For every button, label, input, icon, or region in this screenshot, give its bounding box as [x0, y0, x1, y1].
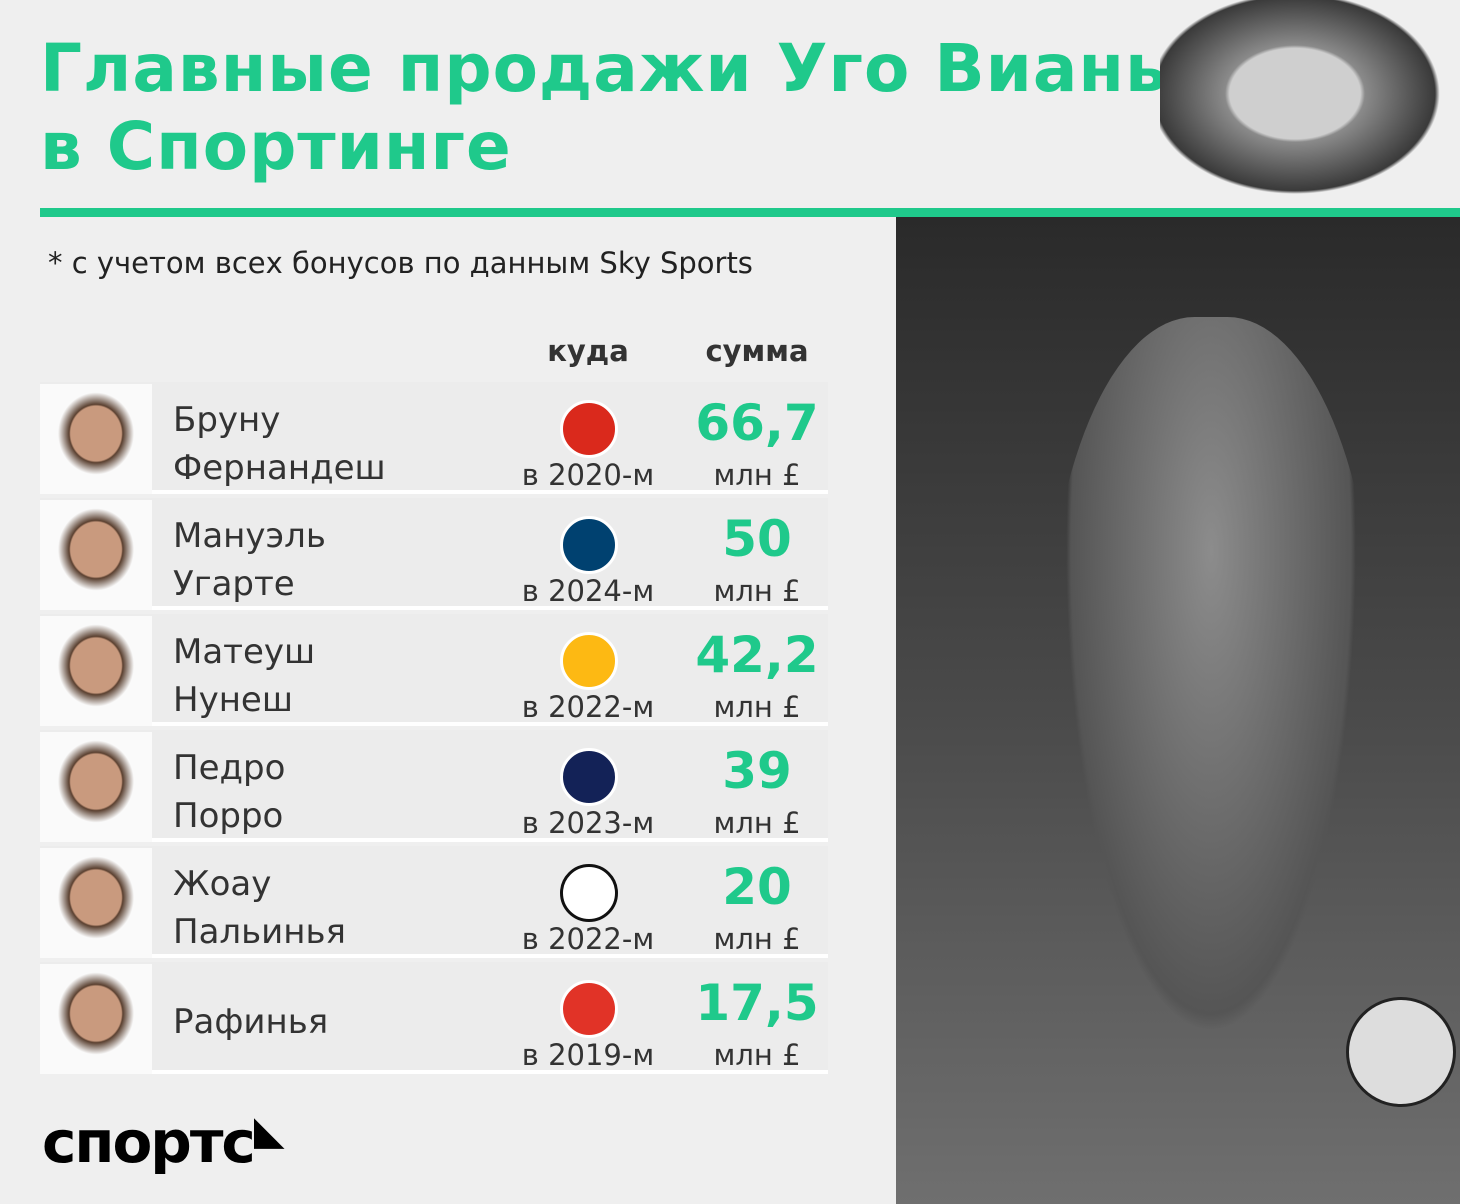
player-avatar	[40, 732, 152, 842]
amount-unit: млн £	[713, 1038, 801, 1072]
club-logo-icon	[560, 980, 618, 1038]
player-name: Педро Порро	[173, 748, 286, 836]
transfer-year: в 2022-м	[521, 690, 655, 724]
amount-unit: млн £	[713, 806, 801, 840]
transfer-amount: 17,5	[695, 974, 819, 1032]
table-row: Мануэль Угарте в 2024-м 50 млн £	[40, 498, 828, 610]
table-row: Матеуш Нунеш в 2022-м 42,2 млн £	[40, 614, 828, 726]
brand-logo: спортс◣	[42, 1108, 285, 1176]
club-logo-icon	[560, 748, 618, 806]
amount-unit: млн £	[713, 690, 801, 724]
player-avatar	[40, 384, 152, 494]
player-avatar	[40, 964, 152, 1074]
header-amount: сумма	[705, 334, 809, 368]
page-title: Главные продажи Уго Вианы в Спортинге	[40, 30, 1186, 186]
transfer-year: в 2023-м	[521, 806, 655, 840]
club-logo-icon	[560, 400, 618, 458]
transfer-amount: 20	[722, 858, 792, 916]
transfer-year: в 2022-м	[521, 922, 655, 956]
amount-unit: млн £	[713, 458, 801, 492]
footnote: * с учетом всех бонусов по данным Sky Sp…	[48, 246, 753, 280]
transfer-amount: 50	[722, 510, 792, 568]
divider	[40, 208, 1460, 217]
title-line-1: Главные продажи Уго Вианы	[40, 30, 1186, 107]
club-logo-icon	[560, 864, 618, 922]
player-avatar	[40, 500, 152, 610]
club-logo-icon	[560, 632, 618, 690]
table-row: Бруну Фернандеш в 2020-м 66,7 млн £	[40, 382, 828, 494]
table-row: Рафинья в 2019-м 17,5 млн £	[40, 962, 828, 1074]
player-name: Жоау Пальинья	[173, 864, 346, 952]
header-to: куда	[547, 334, 629, 368]
coach-photo	[1160, 0, 1460, 208]
player-name: Мануэль Угарте	[173, 516, 326, 604]
club-logo-icon	[560, 516, 618, 574]
title-line-2: в Спортинге	[40, 108, 512, 185]
transfer-amount: 66,7	[695, 394, 819, 452]
table-row: Жоау Пальинья в 2022-м 20 млн £	[40, 846, 828, 958]
player-name: Рафинья	[173, 1002, 329, 1042]
player-photo	[896, 217, 1460, 1204]
ball-icon	[1346, 997, 1456, 1107]
amount-unit: млн £	[713, 922, 801, 956]
transfer-year: в 2020-м	[521, 458, 655, 492]
transfer-amount: 39	[722, 742, 792, 800]
transfer-year: в 2019-м	[521, 1038, 655, 1072]
amount-unit: млн £	[713, 574, 801, 608]
player-avatar	[40, 616, 152, 726]
player-name: Матеуш Нунеш	[173, 632, 316, 720]
player-avatar	[40, 848, 152, 958]
transfer-year: в 2024-м	[521, 574, 655, 608]
player-name: Бруну Фернандеш	[173, 400, 386, 488]
transfer-amount: 42,2	[695, 626, 819, 684]
table-row: Педро Порро в 2023-м 39 млн £	[40, 730, 828, 842]
